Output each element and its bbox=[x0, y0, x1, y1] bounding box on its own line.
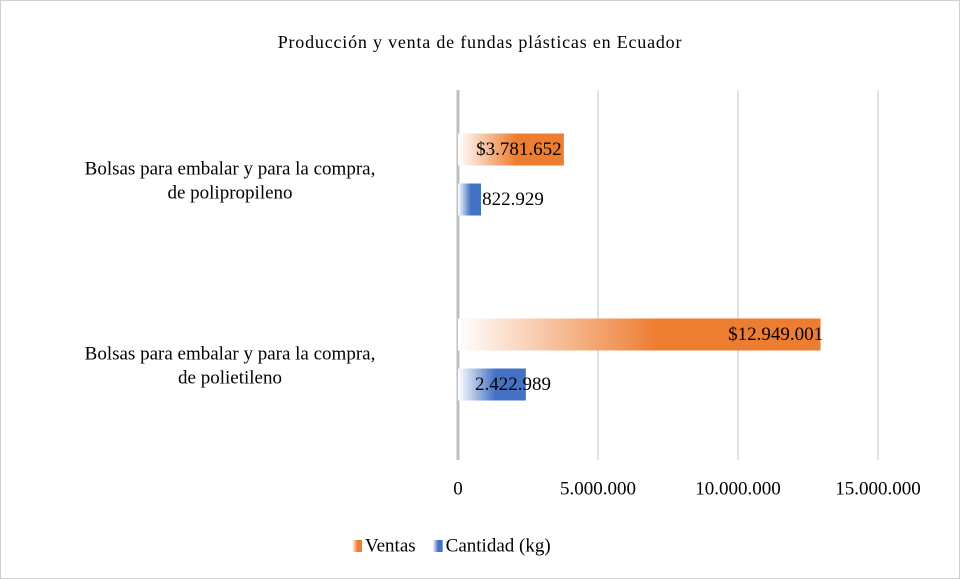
bar bbox=[458, 318, 821, 351]
chart-title: Producción y venta de fundas plásticas e… bbox=[278, 32, 683, 52]
x-tick-label: 10.000.000 bbox=[695, 478, 781, 499]
legend-swatch bbox=[432, 540, 443, 552]
y-tick-label: Bolsas para embalar y para la compra, de … bbox=[85, 344, 376, 389]
legend-label: Ventas bbox=[365, 535, 416, 556]
bar bbox=[458, 183, 482, 216]
x-tick-label: 0 bbox=[453, 478, 463, 499]
data-label: 2.422.989 bbox=[475, 374, 551, 395]
bar bbox=[458, 368, 526, 401]
legend-swatch bbox=[352, 540, 362, 552]
x-tick-label: 5.000.000 bbox=[560, 478, 636, 499]
bar bbox=[458, 133, 564, 166]
legend-label: Cantidad (kg) bbox=[446, 535, 551, 556]
x-tick-label: 15.000.000 bbox=[835, 478, 921, 499]
y-tick-label: Bolsas para embalar y para la compra, de … bbox=[85, 159, 376, 204]
data-label: $3.781.652 bbox=[476, 139, 562, 160]
data-label: $12.949.001 bbox=[728, 324, 823, 345]
data-label: 822.929 bbox=[482, 189, 544, 210]
